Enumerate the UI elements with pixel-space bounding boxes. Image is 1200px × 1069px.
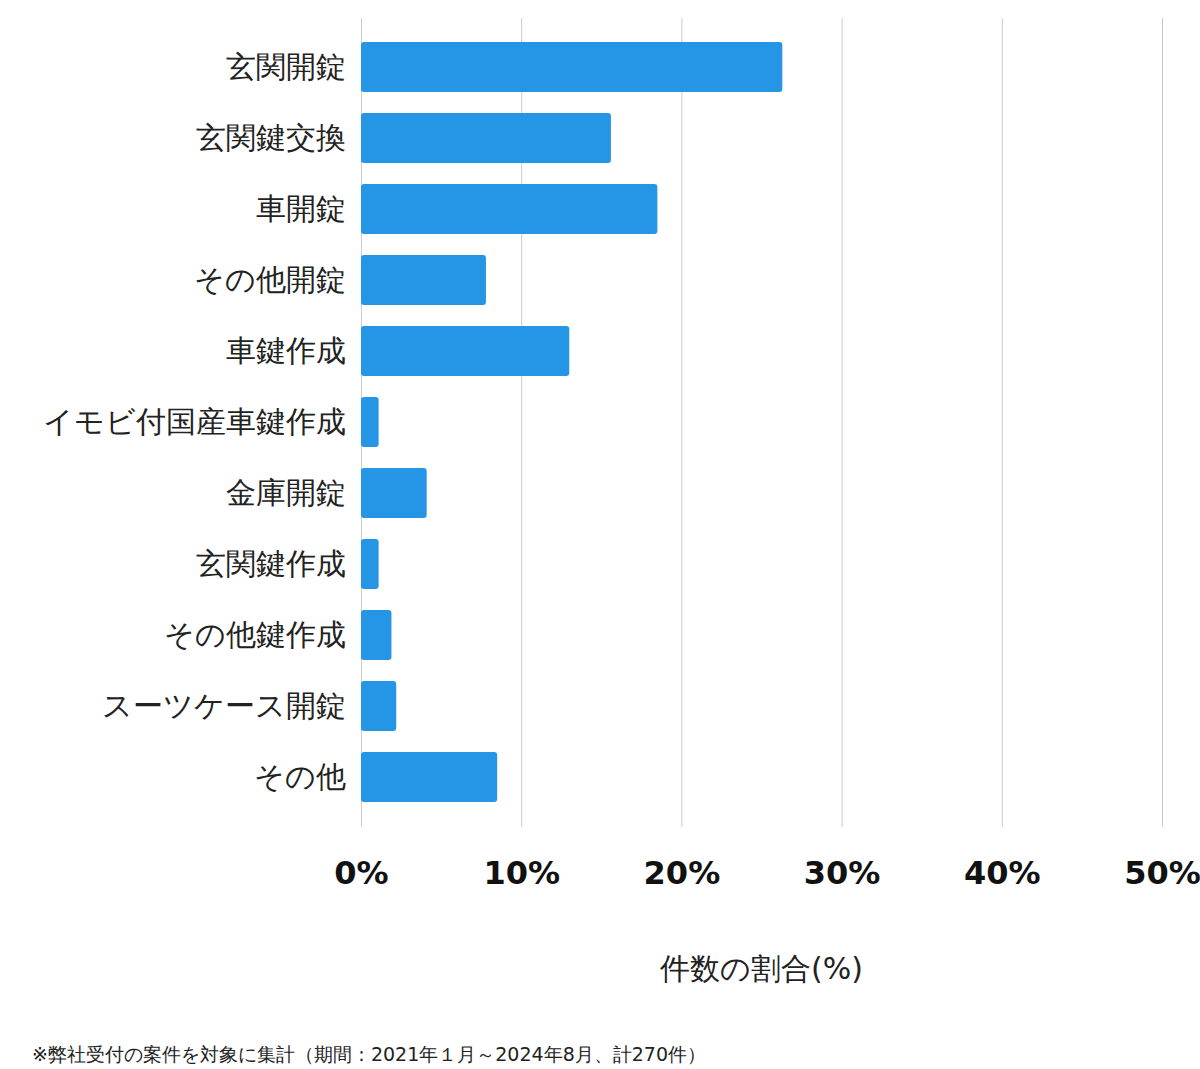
svg-text:車開錠: 車開錠	[256, 191, 346, 226]
svg-text:玄関鍵交換: 玄関鍵交換	[196, 120, 346, 155]
svg-text:車鍵作成: 車鍵作成	[226, 333, 346, 368]
html-text:※弊社受付の案件を対象に集計（期間：2021年１月～2024: ※弊社受付の案件を対象に集計（期間：2021年１月～2024年8月、計270件）	[32, 1043, 706, 1065]
svg-text:40%: 40%	[964, 854, 1041, 892]
svg-text:その他開錠: その他開錠	[194, 262, 346, 297]
html-text:件数の割合(%): 件数の割合(%)	[660, 951, 863, 986]
svg-text:50%: 50%	[1124, 854, 1200, 892]
svg-text:玄関開錠: 玄関開錠	[226, 49, 346, 84]
svg-text:スーツケース開錠: スーツケース開錠	[102, 688, 346, 723]
svg-text:イモビ付国産車鍵作成: イモビ付国産車鍵作成	[43, 404, 346, 439]
svg-text:20%: 20%	[644, 854, 721, 892]
svg-text:その他: その他	[254, 759, 346, 794]
svg-text:10%: 10%	[483, 854, 560, 892]
svg-text:玄関鍵作成: 玄関鍵作成	[196, 546, 346, 581]
svg-text:金庫開錠: 金庫開錠	[226, 475, 346, 510]
svg-text:30%: 30%	[804, 854, 881, 892]
svg-text:0%: 0%	[334, 854, 388, 892]
svg-text:その他鍵作成: その他鍵作成	[164, 617, 346, 652]
